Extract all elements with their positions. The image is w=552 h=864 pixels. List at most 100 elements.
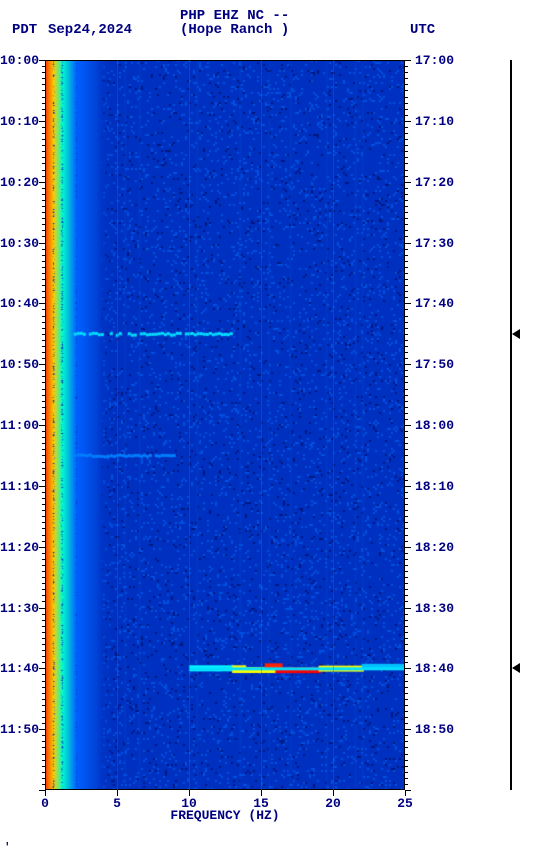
y-tick-right: [405, 516, 408, 517]
y-tick-left: [42, 170, 45, 171]
grid-line: [117, 60, 118, 790]
y-right-label: 17:20: [415, 175, 454, 190]
y-tick-left: [42, 407, 45, 408]
y-tick-right: [405, 249, 408, 250]
footer-mark: ': [4, 842, 11, 854]
date-label: Sep24,2024: [48, 22, 132, 38]
grid-line: [189, 60, 190, 790]
y-tick-right: [405, 224, 408, 225]
y-tick-left: [42, 717, 45, 718]
grid-line: [333, 60, 334, 790]
y-tick-right: [405, 419, 408, 420]
y-tick-right: [405, 583, 408, 584]
y-tick-left: [42, 535, 45, 536]
y-tick-right: [405, 340, 408, 341]
y-left-label: 10:00: [0, 53, 37, 68]
y-tick-left: [42, 97, 45, 98]
y-tick-right: [405, 103, 408, 104]
y-tick-left: [42, 687, 45, 688]
y-tick-right: [405, 504, 408, 505]
y-tick-right: [405, 376, 408, 377]
y-tick-left: [39, 303, 45, 304]
y-tick-right: [405, 601, 408, 602]
y-tick-left: [42, 297, 45, 298]
y-tick-right: [405, 358, 408, 359]
y-tick-right: [405, 638, 408, 639]
y-tick-right: [405, 236, 408, 237]
y-tick-right: [405, 133, 408, 134]
y-tick-right: [405, 243, 411, 244]
y-tick-left: [42, 541, 45, 542]
y-tick-left: [42, 78, 45, 79]
y-tick-left: [42, 443, 45, 444]
y-tick-left: [42, 285, 45, 286]
y-tick-right: [405, 194, 408, 195]
y-tick-right: [405, 90, 408, 91]
x-tick-label: 5: [113, 796, 121, 811]
y-tick-right: [405, 279, 408, 280]
y-tick-left: [42, 644, 45, 645]
y-tick-left: [42, 194, 45, 195]
y-tick-right: [405, 668, 411, 669]
y-tick-left: [42, 127, 45, 128]
y-tick-right: [405, 547, 411, 548]
y-tick-right: [405, 535, 408, 536]
x-tick-label: 0: [41, 796, 49, 811]
y-tick-left: [42, 346, 45, 347]
y-tick-right: [405, 163, 408, 164]
y-tick-left: [42, 772, 45, 773]
y-tick-left: [42, 334, 45, 335]
y-tick-right: [405, 72, 408, 73]
y-tick-right: [405, 650, 408, 651]
y-tick-right: [405, 626, 408, 627]
y-tick-right: [405, 735, 408, 736]
y-tick-left: [42, 322, 45, 323]
y-left-label: 11:10: [0, 479, 37, 494]
y-tick-left: [42, 389, 45, 390]
y-tick-left: [42, 711, 45, 712]
y-tick-left: [42, 559, 45, 560]
y-tick-right: [405, 559, 408, 560]
y-right-label: 17:40: [415, 296, 454, 311]
y-tick-left: [42, 206, 45, 207]
y-right-label: 18:50: [415, 722, 454, 737]
y-tick-left: [42, 66, 45, 67]
y-tick-right: [405, 115, 408, 116]
y-tick-right: [405, 754, 408, 755]
y-tick-right: [405, 273, 408, 274]
y-tick-right: [405, 608, 411, 609]
y-tick-right: [405, 145, 408, 146]
y-tick-left: [42, 699, 45, 700]
y-tick-right: [405, 766, 408, 767]
y-tick-left: [42, 528, 45, 529]
y-tick-right: [405, 206, 408, 207]
y-left-label: 10:20: [0, 175, 37, 190]
y-tick-right: [405, 151, 408, 152]
y-tick-right: [405, 127, 408, 128]
y-tick-right: [405, 455, 408, 456]
y-tick-left: [39, 486, 45, 487]
side-marker: [512, 663, 520, 673]
y-tick-left: [42, 741, 45, 742]
y-tick-left: [42, 431, 45, 432]
y-tick-left: [42, 145, 45, 146]
y-tick-left: [42, 261, 45, 262]
y-tick-right: [405, 382, 408, 383]
y-tick-right: [405, 78, 408, 79]
y-tick-left: [42, 553, 45, 554]
y-tick-right: [405, 346, 408, 347]
y-tick-left: [42, 255, 45, 256]
y-tick-left: [42, 632, 45, 633]
y-tick-right: [405, 66, 408, 67]
y-tick-left: [42, 601, 45, 602]
y-tick-right: [405, 772, 408, 773]
y-tick-right: [405, 693, 408, 694]
y-tick-left: [39, 121, 45, 122]
y-tick-right: [405, 662, 408, 663]
y-tick-left: [42, 462, 45, 463]
y-tick-left: [42, 382, 45, 383]
y-tick-left: [42, 693, 45, 694]
y-tick-left: [42, 316, 45, 317]
y-tick-right: [405, 425, 411, 426]
y-tick-right: [405, 370, 408, 371]
